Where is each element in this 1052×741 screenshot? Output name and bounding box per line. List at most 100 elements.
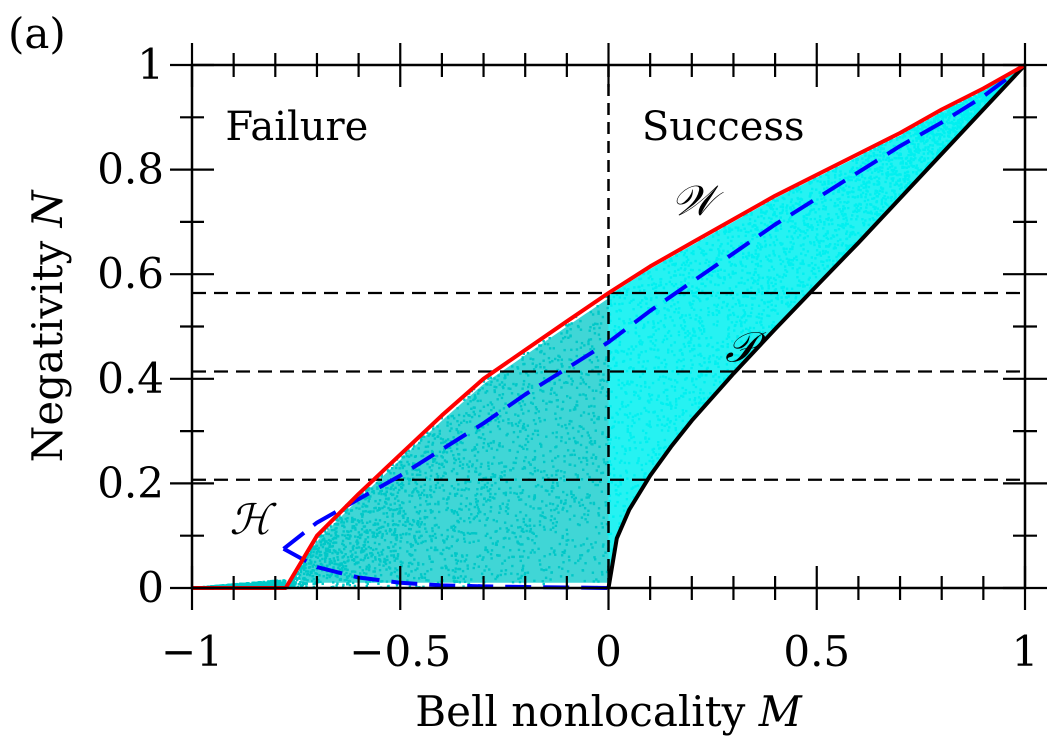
scatter-point — [788, 250, 791, 254]
scatter-point — [489, 536, 492, 540]
scatter-point — [681, 386, 684, 390]
scatter-point — [547, 356, 551, 360]
scatter-point — [723, 232, 727, 235]
scatter-point — [577, 325, 580, 329]
scatter-point — [723, 269, 726, 273]
scatter-point — [470, 449, 474, 452]
scatter-point — [969, 113, 972, 116]
scatter-point — [680, 281, 683, 284]
scatter-point — [456, 576, 460, 580]
scatter-point — [809, 194, 812, 197]
scatter-point — [821, 264, 825, 267]
scatter-point — [501, 445, 504, 448]
scatter-point — [513, 491, 516, 495]
scatter-point — [894, 195, 897, 199]
scatter-point — [716, 273, 720, 276]
scatter-point — [912, 134, 915, 137]
scatter-point — [617, 421, 620, 424]
scatter-point — [346, 556, 350, 559]
scatter-point — [943, 125, 946, 129]
scatter-point — [573, 453, 576, 457]
scatter-point — [406, 460, 409, 464]
scatter-point — [496, 574, 500, 577]
scatter-point — [754, 249, 757, 252]
scatter-point — [817, 240, 820, 243]
scatter-point — [891, 165, 894, 168]
scatter-point — [489, 553, 493, 556]
scatter-point — [336, 575, 339, 579]
scatter-point — [736, 315, 739, 318]
scatter-point — [688, 398, 691, 401]
scatter-point — [562, 475, 566, 478]
scatter-point — [815, 188, 818, 191]
scatter-point — [282, 584, 285, 588]
scatter-point — [563, 502, 566, 506]
scatter-point — [505, 480, 508, 484]
scatter-point — [339, 562, 342, 565]
scatter-point — [632, 435, 635, 439]
scatter-point — [332, 557, 336, 560]
scatter-point — [796, 190, 799, 193]
scatter-point — [649, 298, 653, 302]
scatter-point — [447, 568, 450, 572]
scatter-point — [683, 320, 686, 324]
scatter-point — [681, 409, 685, 412]
scatter-point — [462, 448, 466, 452]
scatter-point — [910, 164, 913, 167]
scatter-point — [665, 395, 669, 398]
scatter-point — [723, 278, 726, 281]
scatter-point — [621, 405, 624, 408]
scatter-point — [446, 424, 449, 427]
scatter-point — [844, 222, 848, 225]
scatter-point — [494, 419, 497, 422]
scatter-point — [400, 481, 404, 484]
scatter-point — [760, 284, 763, 288]
scatter-point — [977, 92, 981, 95]
scatter-point — [586, 513, 590, 517]
scatter-point — [648, 386, 651, 389]
scatter-point — [299, 570, 303, 574]
scatter-point — [386, 522, 390, 526]
scatter-point — [452, 512, 456, 515]
scatter-point — [790, 235, 793, 238]
scatter-point — [943, 124, 947, 128]
scatter-point — [509, 387, 512, 391]
scatter-point — [667, 292, 670, 295]
scatter-point — [334, 523, 338, 526]
scatter-point — [548, 361, 552, 364]
scatter-point — [533, 449, 537, 453]
scatter-point — [878, 189, 882, 193]
scatter-point — [460, 421, 463, 424]
scatter-point — [740, 316, 743, 319]
scatter-point — [347, 582, 350, 585]
scatter-point — [731, 305, 734, 309]
scatter-point — [593, 405, 596, 408]
scatter-point — [796, 271, 799, 274]
scatter-point — [656, 457, 659, 460]
scatter-point — [895, 182, 899, 186]
scatter-point — [482, 380, 486, 383]
scatter-point — [879, 209, 882, 212]
scatter-point — [507, 499, 510, 502]
scatter-point — [754, 267, 757, 271]
scatter-point — [514, 422, 518, 426]
scatter-point — [535, 347, 538, 351]
scatter-point — [906, 145, 909, 148]
scatter-point — [884, 180, 887, 184]
scatter-point — [649, 340, 653, 343]
scatter-point — [353, 518, 357, 521]
scatter-point — [662, 338, 666, 342]
scatter-point — [786, 204, 789, 207]
scatter-point — [502, 407, 506, 410]
scatter-point — [565, 426, 568, 430]
scatter-point — [722, 281, 725, 285]
scatter-point — [654, 308, 658, 312]
scatter-point — [982, 90, 985, 93]
scatter-point — [328, 544, 331, 548]
scatter-point — [868, 176, 871, 180]
scatter-point — [620, 387, 623, 390]
scatter-point — [624, 447, 627, 451]
scatter-point — [647, 410, 650, 414]
scatter-point — [757, 290, 761, 294]
scatter-point — [871, 197, 874, 200]
